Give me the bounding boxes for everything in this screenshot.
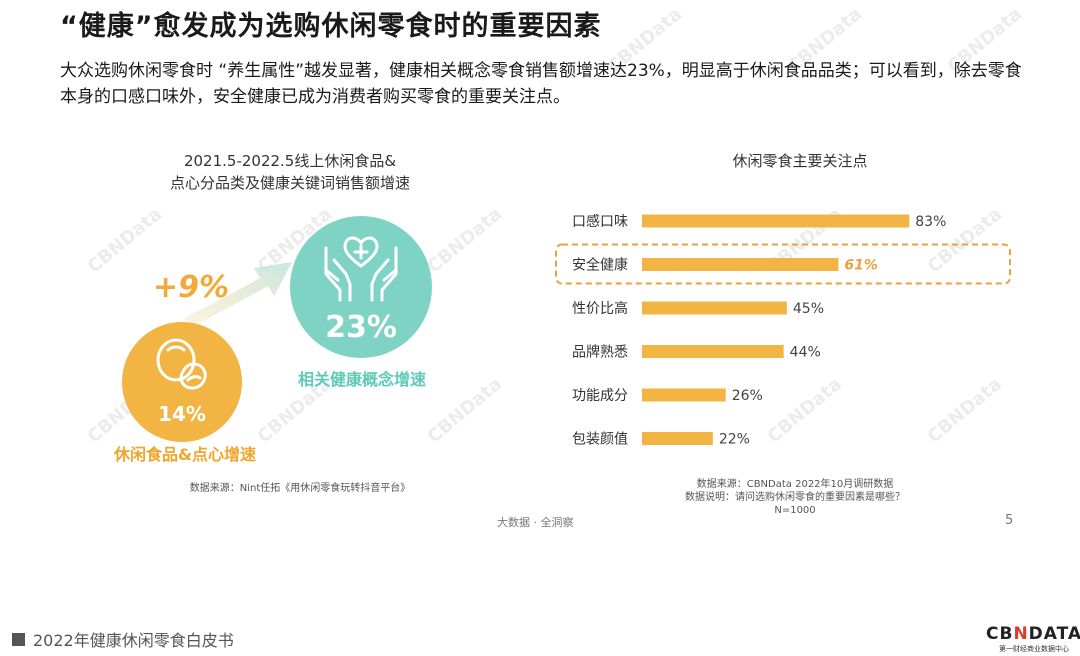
left-title-line2: 点心分品类及健康关键词销售额增速 <box>169 174 410 192</box>
right-source-line2: 数据说明：请问选购休闲零食的重要因素是哪些？ <box>685 492 905 503</box>
category-label: 安全健康 <box>572 257 628 274</box>
value-label: 22% <box>719 432 750 448</box>
footer-slogan: 大数据 · 全洞察 <box>497 516 574 529</box>
bar-chart-title: 休闲零食主要关注点 <box>732 152 868 170</box>
left-chart-title: 2021.5-2022.5线上休闲食品& 点心分品类及健康关键词销售额增速 <box>140 150 440 194</box>
logo-wordmark: CBNDATA <box>986 624 1080 644</box>
intro-paragraph: 大众选购休闲零食时 “养生属性”越发显著，健康相关概念零食销售额增速达23%，明… <box>60 61 1022 107</box>
bar <box>642 258 839 271</box>
page-title: “健康”愈发成为选购休闲零食时的重要因素 <box>60 11 602 42</box>
cbndata-logo: CBNDATA 第一财经商业数据中心 <box>986 624 1080 654</box>
value-label: 83% <box>915 214 946 230</box>
category-label: 品牌熟悉 <box>572 344 628 361</box>
value-label: 44% <box>790 345 821 361</box>
hands-heart-icon <box>324 236 398 302</box>
left-source-note: 数据来源：Nint任拓《用休闲零食玩转抖音平台》 <box>189 483 411 494</box>
bar-chart: 口感口味 83% 安全健康 61% 性价比高 45% 品牌熟悉 44% 功能成分 26% 包装颜值 2… <box>555 213 1011 448</box>
category-label: 性价比高 <box>572 300 628 317</box>
left-title-line1: 2021.5-2022.5线上休闲食品& <box>183 152 397 170</box>
bar <box>642 214 910 228</box>
bar <box>642 388 726 402</box>
value-label: 45% <box>793 301 824 317</box>
watermark: CBNData <box>423 203 507 278</box>
health-concept-value: 23% <box>325 310 397 345</box>
right-source-note: 数据来源：CBNData 2022年10月调研数据 数据说明：请问选购休闲零食的… <box>650 478 940 517</box>
watermark: CBNData <box>83 203 167 278</box>
bar <box>642 301 787 315</box>
page-number: 5 <box>1005 513 1014 528</box>
logo-subtitle: 第一财经商业数据中心 <box>999 645 1070 653</box>
category-label: 包装颜值 <box>572 432 628 448</box>
square-bullet-icon <box>12 632 25 646</box>
growth-difference: +9% <box>153 270 230 305</box>
highlight-box <box>555 243 1011 285</box>
nut-icon <box>156 338 207 390</box>
bar <box>642 345 784 358</box>
health-concept-circle: 23% <box>290 216 432 358</box>
category-label: 口感口味 <box>572 213 628 230</box>
report-title-text: 2022年健康休闲零食白皮书 <box>33 631 234 650</box>
snack-category-label: 休闲食品&点心增速 <box>114 445 256 464</box>
right-source-line3: N=1000 <box>774 505 816 516</box>
snack-category-value: 14% <box>158 402 206 426</box>
category-label: 功能成分 <box>572 388 628 404</box>
health-concept-label: 相关健康概念增速 <box>297 370 426 389</box>
value-label: 61% <box>844 258 878 274</box>
growth-arrow-icon <box>184 262 292 326</box>
report-title: 2022年健康休闲零食白皮书 <box>12 627 234 651</box>
right-source-line1: 数据来源：CBNData 2022年10月调研数据 <box>696 479 894 490</box>
snack-category-circle: 14% <box>122 322 242 442</box>
bar <box>642 432 713 445</box>
value-label: 26% <box>732 388 763 404</box>
